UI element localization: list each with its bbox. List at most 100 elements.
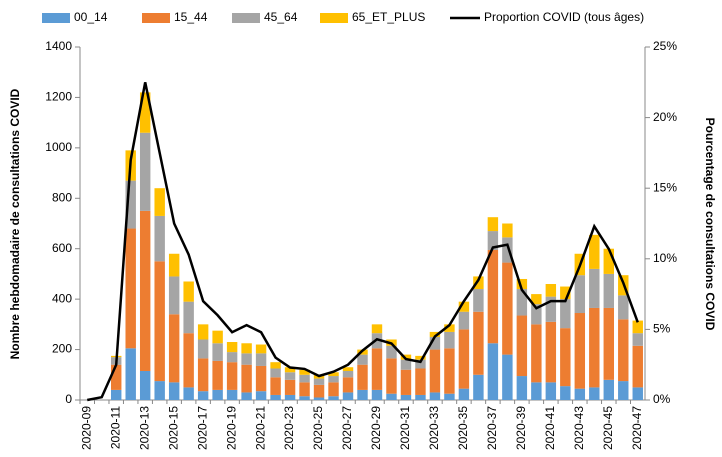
bar-segment (111, 389, 122, 400)
bar-segment (139, 92, 151, 133)
bar-segment (487, 231, 499, 250)
x-tick-label: 2020-47 (630, 406, 644, 450)
bar-segment (212, 330, 223, 344)
bar-segment (139, 132, 151, 211)
bar-segment (342, 377, 354, 393)
bar-segment (284, 367, 296, 373)
bar-segment (241, 353, 252, 365)
bar-segment (487, 249, 499, 344)
x-tick-label: 2020-09 (79, 406, 93, 450)
y-axis-title: Nombre hebdomadaire de consultations COV… (8, 88, 22, 359)
bar-segment (212, 360, 223, 390)
bar-segment (241, 343, 252, 354)
x-tick-label: 2020-25 (311, 406, 325, 450)
y2-tick-label: 5% (653, 322, 671, 336)
bar-segment (313, 384, 325, 398)
bar-segment (284, 372, 296, 380)
bar-segment (357, 389, 368, 400)
legend-label: 45_64 (264, 10, 298, 24)
bar-segment (473, 289, 484, 312)
bar-segment (458, 329, 470, 389)
x-tick-label: 2020-39 (514, 406, 528, 450)
bar-segment (589, 234, 600, 269)
bar-segment (632, 333, 643, 346)
bar-segment (342, 371, 354, 378)
y-tick-label: 1400 (45, 39, 72, 53)
x-tick-label: 2020-35 (456, 406, 470, 450)
bar-segment (197, 391, 209, 400)
bar-segment (357, 354, 368, 365)
bar-segment (255, 353, 267, 366)
x-tick-label: 2020-13 (137, 406, 151, 450)
bar-segment (560, 328, 571, 387)
bar-segment (516, 376, 528, 400)
bar-segment (255, 365, 267, 392)
x-tick-label: 2020-37 (485, 406, 499, 450)
bar-segment (357, 364, 368, 390)
bar-segment (444, 393, 455, 400)
bar-segment (328, 372, 339, 377)
bar-segment (241, 392, 252, 400)
bar-segment (183, 301, 194, 334)
bar-segment (183, 281, 194, 302)
bar-segment (429, 349, 441, 393)
y-tick-label: 0 (65, 392, 72, 406)
bar-segment (212, 389, 223, 400)
bar-segment (241, 364, 252, 393)
legend-swatch (42, 13, 70, 23)
bar-segment (589, 387, 600, 400)
x-tick-label: 2020-45 (601, 406, 615, 450)
bar-segment (632, 320, 643, 334)
y-tick-label: 600 (52, 241, 72, 255)
bar-segment (415, 355, 426, 360)
bar-segment (197, 358, 209, 392)
bar-segment (400, 359, 412, 370)
bar-segment (487, 343, 499, 400)
bar-segment (299, 374, 310, 383)
bar-segment (531, 304, 542, 325)
x-tick-label: 2020-43 (572, 406, 586, 450)
bar-segment (473, 311, 484, 375)
y-tick-label: 800 (52, 190, 72, 204)
bar-segment (270, 362, 281, 369)
bar-segment (154, 381, 165, 400)
bar-segment (458, 388, 470, 400)
bar-segment (183, 387, 194, 400)
bar-segment (458, 311, 470, 330)
bar-segment (574, 275, 586, 314)
bar-segment (168, 276, 180, 315)
bar-segment (516, 289, 528, 316)
legend-label: 00_14 (74, 10, 108, 24)
bar-segment (545, 296, 557, 322)
bar-segment (487, 217, 499, 232)
bar-segment (618, 319, 629, 382)
bar-segment (299, 382, 310, 397)
bar-segment (299, 369, 310, 375)
y-tick-label: 1000 (45, 140, 72, 154)
bar-segment (270, 394, 281, 400)
x-tick-label: 2020-19 (224, 406, 238, 450)
bar-segment (154, 215, 165, 262)
bar-segment (313, 397, 325, 400)
bar-segment (226, 389, 238, 400)
bar-segment (429, 392, 441, 400)
bar-segment (313, 378, 325, 385)
bar-segment (284, 379, 296, 395)
y2-tick-label: 15% (653, 180, 677, 194)
bar-segment (168, 314, 180, 383)
bar-segment (415, 394, 426, 400)
bar-segment (270, 377, 281, 395)
bar-segment (386, 393, 397, 400)
bar-segment (183, 333, 194, 388)
bar-segment (603, 273, 614, 308)
bar-segment (618, 381, 629, 400)
bar-segment (168, 382, 180, 400)
bar-segment (226, 342, 238, 353)
bar-segment (589, 307, 600, 388)
bar-segment (429, 331, 441, 337)
bar-segment (212, 343, 223, 361)
bar-segment (299, 396, 310, 400)
bar-segment (458, 301, 470, 312)
y2-axis-title: Pourcentage de consultations COVID (703, 118, 717, 331)
x-tick-label: 2020-41 (543, 406, 557, 450)
